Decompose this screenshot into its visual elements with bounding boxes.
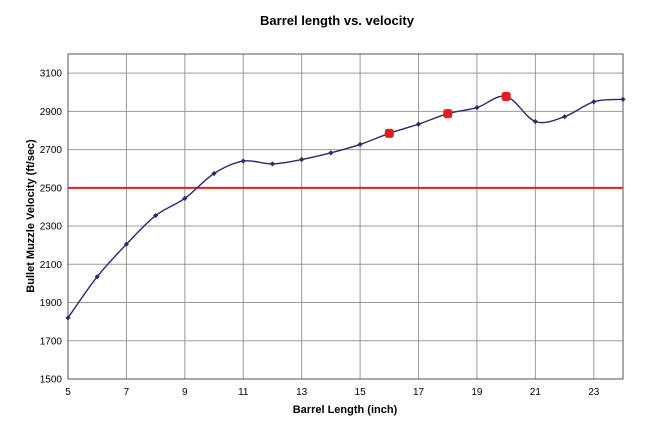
highlighted-point xyxy=(501,91,511,101)
y-tick-label: 1700 xyxy=(40,336,63,347)
y-tick-label: 2100 xyxy=(40,260,63,271)
data-point xyxy=(415,121,422,127)
data-point xyxy=(474,104,480,111)
highlighted-point xyxy=(384,128,394,138)
y-tick-label: 2900 xyxy=(40,107,63,118)
plot-frame xyxy=(67,53,624,380)
series-line xyxy=(67,95,624,319)
chart-title: Barrel length vs. velocity xyxy=(260,13,415,28)
data-point xyxy=(94,274,100,280)
data-point xyxy=(591,99,597,105)
y-tick-labels: 1500 1700 1900 2100 2300 2500 2700 2900 3100 xyxy=(40,69,63,386)
grid xyxy=(67,54,623,380)
x-tick-label: 11 xyxy=(238,387,249,398)
data-point xyxy=(65,315,71,321)
x-tick-label: 13 xyxy=(296,387,308,398)
data-point xyxy=(153,212,159,219)
data-point xyxy=(182,195,188,201)
y-tick-label: 1500 xyxy=(40,375,63,386)
data-point xyxy=(620,96,626,102)
x-tick-label: 21 xyxy=(530,387,542,398)
data-point xyxy=(211,170,217,177)
x-tick-labels: 5 7 9 11 13 15 17 19 21 23 xyxy=(65,387,600,398)
highlighted-point xyxy=(443,109,453,119)
data-point xyxy=(269,161,276,167)
data-point xyxy=(240,158,246,164)
y-tick-label: 3100 xyxy=(40,69,63,80)
y-tick-label: 1900 xyxy=(40,298,63,309)
data-point xyxy=(299,156,305,163)
data-point xyxy=(532,118,538,125)
y-axis-label: Bullet Muzzle Velocity (ft/sec) xyxy=(25,139,37,293)
x-tick-label: 7 xyxy=(124,387,130,398)
x-tick-label: 17 xyxy=(413,387,425,398)
data-point xyxy=(561,114,568,120)
data-point xyxy=(123,241,130,247)
series-group xyxy=(65,91,626,321)
data-point xyxy=(357,141,363,148)
data-point xyxy=(328,150,334,156)
y-tick-label: 2700 xyxy=(40,145,63,156)
x-tick-label: 19 xyxy=(471,387,483,398)
x-tick-label: 5 xyxy=(65,387,71,398)
x-tick-label: 15 xyxy=(355,387,367,398)
x-tick-label: 9 xyxy=(182,387,188,398)
y-tick-label: 2500 xyxy=(40,183,63,194)
x-tick-label: 23 xyxy=(588,387,600,398)
x-axis-label: Barrel Length (inch) xyxy=(293,404,398,416)
y-tick-label: 2300 xyxy=(40,222,63,233)
